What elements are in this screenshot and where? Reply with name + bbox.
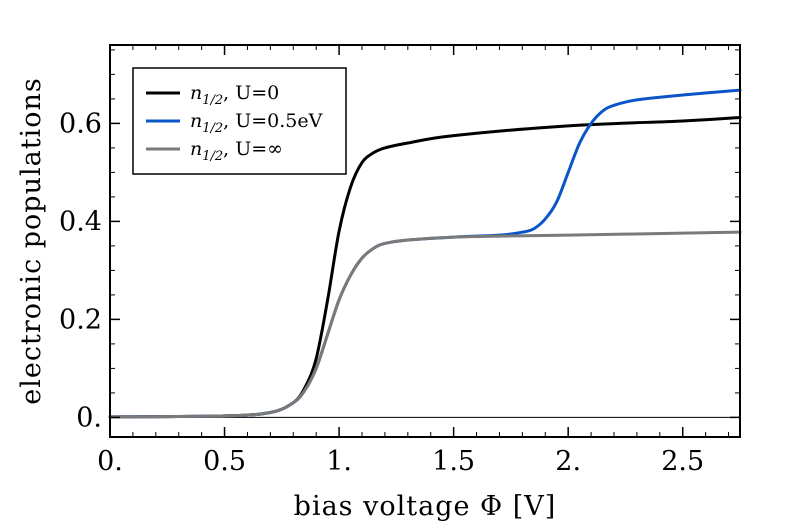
- legend-label: n1/2, U=0.5eV: [190, 110, 323, 136]
- y-tick-label: 0.2: [59, 304, 102, 335]
- x-axis-label: bias voltage Φ [V]: [294, 491, 557, 522]
- y-tick-label: 0.4: [59, 206, 102, 237]
- legend-label: n1/2, U=∞: [190, 138, 283, 164]
- series-line-3: [108, 230, 742, 419]
- y-axis-label: electronic populations: [16, 77, 47, 404]
- y-tick-label: 0.: [76, 402, 102, 433]
- ticks-layer: 0. 0.5 1. 1.5 2. 2.5 0. 0.2 0.4 0.6: [59, 45, 740, 477]
- x-tick-label: 2.5: [661, 446, 704, 477]
- legend-label: n1/2, U=0: [190, 82, 279, 108]
- x-tick-label: 0.: [97, 446, 123, 477]
- x-tick-label: 0.5: [203, 446, 246, 477]
- x-tick-label: 1.5: [432, 446, 475, 477]
- plot-frame: [109, 44, 741, 438]
- y-tick-label: 0.6: [59, 108, 102, 139]
- x-tick-label: 2.: [555, 446, 581, 477]
- x-tick-label: 1.: [326, 446, 352, 477]
- series-layer: [108, 88, 742, 419]
